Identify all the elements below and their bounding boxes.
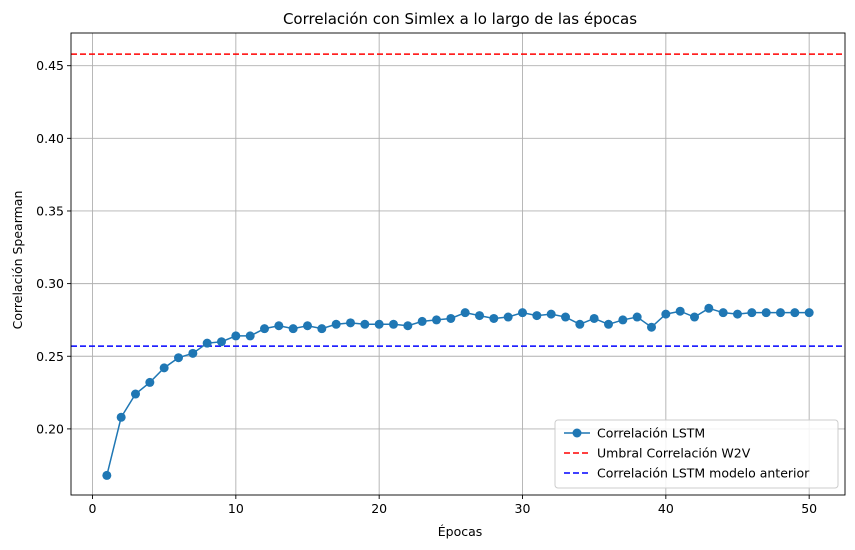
x-tick-label: 10 xyxy=(228,501,244,516)
data-point xyxy=(145,377,155,387)
data-point xyxy=(460,308,470,318)
plot-frame xyxy=(70,32,846,496)
data-point xyxy=(718,308,728,318)
x-tick-label: 40 xyxy=(658,501,674,516)
data-point xyxy=(575,319,585,329)
x-tick-label: 30 xyxy=(515,501,531,516)
x-tick-label: 50 xyxy=(801,501,817,516)
data-point xyxy=(231,331,241,341)
x-axis-title: Épocas xyxy=(438,524,483,539)
data-point xyxy=(374,319,384,329)
data-point xyxy=(188,348,198,358)
y-tick-label: 0.35 xyxy=(36,203,64,218)
data-point xyxy=(202,338,212,348)
y-tick-label: 0.30 xyxy=(36,276,64,291)
series-layer xyxy=(102,303,814,480)
x-axis-ticks: 0 10 20 30 40 50 xyxy=(89,495,817,516)
legend-label-lstm: Correlación LSTM xyxy=(597,426,705,441)
data-point xyxy=(274,321,284,331)
data-point xyxy=(260,324,269,334)
data-point xyxy=(489,313,499,323)
data-point xyxy=(604,319,613,329)
data-point xyxy=(618,315,628,325)
data-point xyxy=(360,319,370,329)
y-tick-label: 0.40 xyxy=(36,131,64,146)
reference-lines xyxy=(71,53,845,347)
data-point xyxy=(675,306,685,316)
data-point xyxy=(174,353,183,363)
data-point xyxy=(518,308,527,318)
y-tick-label: 0.20 xyxy=(36,421,64,436)
data-point xyxy=(690,312,699,322)
data-point xyxy=(733,309,742,319)
y-tick-label: 0.25 xyxy=(36,349,64,364)
chart-title: Correlación con Simlex a lo largo de las… xyxy=(283,10,637,28)
legend-label-w2v: Umbral Correlación W2V xyxy=(597,446,751,461)
data-point xyxy=(503,312,513,322)
data-point xyxy=(747,308,757,318)
y-axis-title: Correlación Spearman xyxy=(10,191,25,330)
data-point xyxy=(245,331,255,341)
data-point xyxy=(346,318,355,328)
data-point xyxy=(804,308,814,318)
data-point xyxy=(417,316,427,326)
data-point xyxy=(776,308,785,318)
data-point xyxy=(131,389,140,399)
data-point xyxy=(546,309,556,319)
data-point xyxy=(647,322,656,332)
data-point xyxy=(288,324,298,334)
x-tick-label: 0 xyxy=(89,501,97,516)
data-point xyxy=(475,311,484,321)
legend: Correlación LSTM Umbral Correlación W2V … xyxy=(554,419,839,489)
data-point xyxy=(446,313,456,323)
y-tick-label: 0.45 xyxy=(36,58,64,73)
data-point xyxy=(790,308,800,318)
data-point xyxy=(589,313,599,323)
data-point xyxy=(331,319,341,329)
data-point xyxy=(303,321,312,331)
data-point xyxy=(403,321,413,331)
data-point xyxy=(102,470,112,480)
data-point xyxy=(704,303,714,313)
data-point xyxy=(632,312,642,322)
data-point xyxy=(761,308,771,318)
data-point xyxy=(317,324,327,334)
data-point xyxy=(661,309,671,319)
x-tick-label: 20 xyxy=(371,501,387,516)
data-point xyxy=(217,337,226,347)
legend-marker-lstm xyxy=(572,428,582,438)
data-point xyxy=(159,363,169,373)
data-point xyxy=(432,315,441,325)
data-point xyxy=(116,412,126,422)
legend-label-previous: Correlación LSTM modelo anterior xyxy=(597,466,810,481)
y-axis-ticks: 0.20 0.25 0.30 0.35 0.40 0.45 xyxy=(36,58,71,436)
data-point xyxy=(561,312,570,322)
data-point xyxy=(532,311,542,321)
data-point xyxy=(389,319,398,329)
legend-box xyxy=(554,419,839,489)
